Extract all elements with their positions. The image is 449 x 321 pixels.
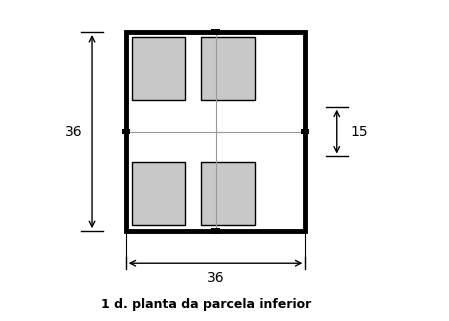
Text: 36: 36 (207, 271, 224, 285)
Bar (132, 37, 185, 100)
Text: 15: 15 (350, 125, 368, 139)
Bar (122, 129, 130, 134)
Bar (211, 29, 220, 35)
Bar (201, 162, 255, 225)
Bar (126, 32, 305, 231)
Bar (132, 162, 185, 225)
Bar (301, 129, 309, 134)
Text: 36: 36 (65, 125, 83, 139)
Bar (201, 37, 255, 100)
Text: 1 d. planta da parcela inferior: 1 d. planta da parcela inferior (101, 299, 312, 311)
Bar (211, 228, 220, 234)
